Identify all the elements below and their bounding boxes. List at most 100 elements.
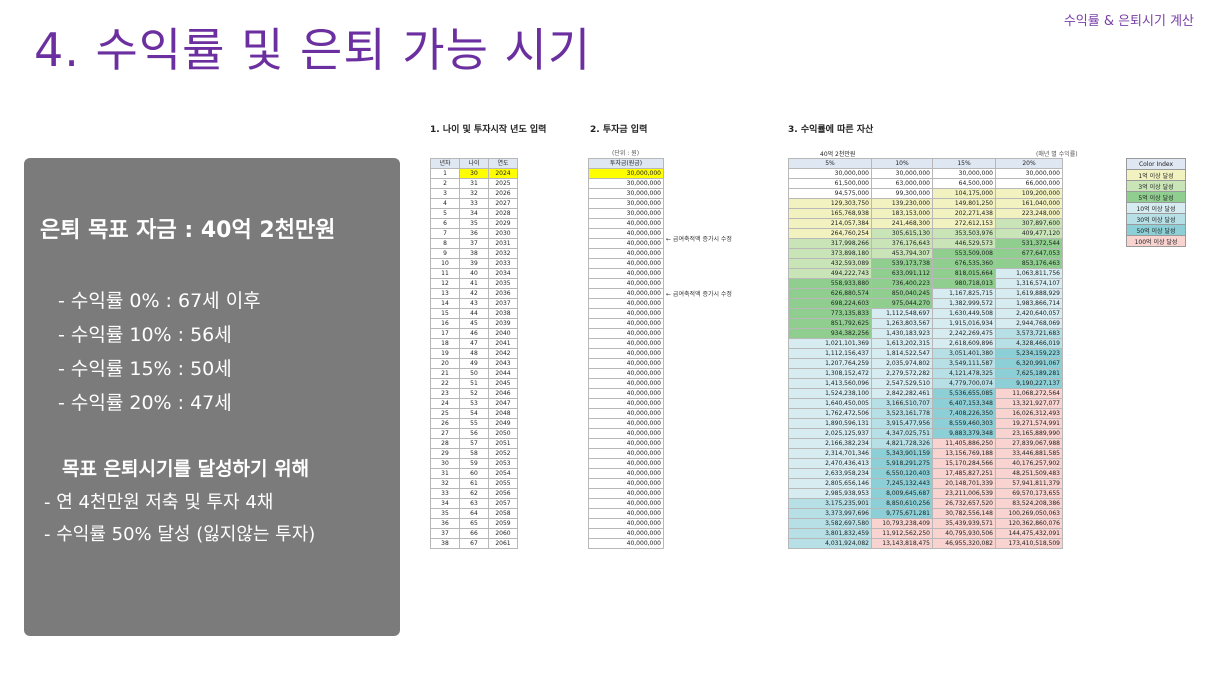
table-cell: 531,372,544 bbox=[995, 238, 1063, 249]
table-cell: 2050 bbox=[488, 428, 518, 439]
table-row: 1 30 2024 bbox=[430, 168, 518, 179]
table-cell: 40,000,000 bbox=[588, 338, 664, 349]
table-cell: 8 bbox=[430, 238, 460, 249]
table-cell: 40,000,000 bbox=[588, 378, 664, 389]
table-row: 558,933,880 736,400,223 980,718,013 1,316,5… bbox=[788, 278, 1063, 289]
table-cell: 2055 bbox=[488, 478, 518, 489]
table-row: 31 60 2054 bbox=[430, 468, 518, 479]
table-cell: 2,470,436,413 bbox=[788, 458, 872, 469]
table-cell: 18 bbox=[430, 338, 460, 349]
table-row: 40,000,000 bbox=[588, 458, 664, 469]
table-cell: 61,500,000 bbox=[788, 178, 872, 189]
table-cell: 63 bbox=[459, 498, 489, 509]
table-cell: 1,112,548,697 bbox=[871, 308, 933, 319]
table-cell: 16,026,312,493 bbox=[995, 408, 1063, 419]
table-cell: 1,413,560,096 bbox=[788, 378, 872, 389]
table-cell: 51 bbox=[459, 378, 489, 389]
table-cell: 40,000,000 bbox=[588, 298, 664, 309]
table-row: 1,021,101,369 1,613,202,315 2,618,609,896 4… bbox=[788, 338, 1063, 349]
table-cell: 34 bbox=[430, 498, 460, 509]
table-row: 9 38 2032 bbox=[430, 248, 518, 259]
table-cell: 26 bbox=[430, 418, 460, 429]
table-cell: 11 bbox=[430, 268, 460, 279]
table-row: 34 63 2057 bbox=[430, 498, 518, 509]
table-cell: 34 bbox=[459, 208, 489, 219]
table-cell: 4,821,728,326 bbox=[871, 438, 933, 449]
table-cell: 40,000,000 bbox=[588, 388, 664, 399]
table-row: 4 33 2027 bbox=[430, 198, 518, 209]
table-cell: 36 bbox=[430, 518, 460, 529]
table-cell: 35,439,939,571 bbox=[932, 518, 996, 529]
legend-row: 30억 이상 달성 bbox=[1126, 213, 1186, 225]
table-cell: 9,190,227,137 bbox=[995, 378, 1063, 389]
table-cell: 13,143,818,475 bbox=[871, 538, 933, 549]
table-row: 29 58 2052 bbox=[430, 448, 518, 459]
table-cell: 33 bbox=[459, 198, 489, 209]
table-cell: 2028 bbox=[488, 208, 518, 219]
table-cell: 139,230,000 bbox=[871, 198, 933, 209]
table-cell: 2051 bbox=[488, 438, 518, 449]
table-row: 165,768,938 183,153,000 202,271,438 223,248… bbox=[788, 208, 1063, 219]
table-row: 264,760,254 305,615,130 353,503,976 409,477… bbox=[788, 228, 1063, 239]
table-row: 3,175,235,901 8,850,610,256 26,732,657,520… bbox=[788, 498, 1063, 509]
table-cell: 3,373,997,696 bbox=[788, 508, 872, 519]
table-cell: 19,271,574,991 bbox=[995, 418, 1063, 429]
table-cell: 1,613,202,315 bbox=[871, 338, 933, 349]
table-cell: 2,633,958,234 bbox=[788, 468, 872, 479]
table-row: 934,382,256 1,430,183,923 2,242,269,475 3,5… bbox=[788, 328, 1063, 339]
table-cell: 30 bbox=[459, 168, 489, 179]
table-row: 2,805,656,146 7,245,132,443 20,148,701,339… bbox=[788, 478, 1063, 489]
table-cell: 4,328,466,019 bbox=[995, 338, 1063, 349]
table-cell: 4,031,924,082 bbox=[788, 538, 872, 549]
table-cell: 40 bbox=[459, 268, 489, 279]
table-cell: 202,271,438 bbox=[932, 208, 996, 219]
table-cell: 40,000,000 bbox=[588, 398, 664, 409]
table-cell: 25 bbox=[430, 408, 460, 419]
table-cell: 4,347,025,751 bbox=[871, 428, 933, 439]
age-table: 년차 나이 연도 1 30 2024 2 31 2025 3 32 2026 4 33 2027 5 34… bbox=[430, 158, 518, 549]
legend-row: 5억 이상 달성 bbox=[1126, 191, 1186, 203]
table-cell: 2031 bbox=[488, 238, 518, 249]
table-cell: 2,547,529,510 bbox=[871, 378, 933, 389]
table-cell: 2033 bbox=[488, 258, 518, 269]
table-row: 40,000,000 bbox=[588, 298, 664, 309]
table-cell: 5,536,655,085 bbox=[932, 388, 996, 399]
table-row: 40,000,000 bbox=[588, 428, 664, 439]
table-row: 3,582,697,580 10,793,238,409 35,439,939,57… bbox=[788, 518, 1063, 529]
table-cell: 736,400,223 bbox=[871, 278, 933, 289]
table-cell: 373,898,180 bbox=[788, 248, 872, 259]
table-cell: 6,407,153,348 bbox=[932, 398, 996, 409]
top-tag: 수익률 & 은퇴시기 계산 bbox=[1063, 14, 1194, 29]
table-cell: 2057 bbox=[488, 498, 518, 509]
table-cell: 241,468,300 bbox=[871, 218, 933, 229]
legend-item: 5억 이상 달성 bbox=[1126, 191, 1186, 203]
table-cell: 353,503,976 bbox=[932, 228, 996, 239]
table-cell: 2052 bbox=[488, 448, 518, 459]
table-cell: 432,593,089 bbox=[788, 258, 872, 269]
table-row: 1,640,450,005 3,166,510,707 6,407,153,348 1… bbox=[788, 398, 1063, 409]
table-cell: 66 bbox=[459, 528, 489, 539]
table-cell: 2060 bbox=[488, 528, 518, 539]
table-row: 40,000,000 bbox=[588, 368, 664, 379]
table-cell: 1,167,825,715 bbox=[932, 288, 996, 299]
table-cell: 67 bbox=[459, 538, 489, 549]
table-cell: 2,242,269,475 bbox=[932, 328, 996, 339]
table-row: 40,000,000 bbox=[588, 258, 664, 269]
table-cell: 64 bbox=[459, 508, 489, 519]
table-cell: 1 bbox=[430, 168, 460, 179]
table-cell: 20,148,701,339 bbox=[932, 478, 996, 489]
table-cell: 2 bbox=[430, 178, 460, 189]
table-row: 7 36 2030 bbox=[430, 228, 518, 239]
table-cell: 2027 bbox=[488, 198, 518, 209]
table-cell: 677,647,053 bbox=[995, 248, 1063, 259]
table-cell: 1,762,472,506 bbox=[788, 408, 872, 419]
table-cell: 15,170,284,566 bbox=[932, 458, 996, 469]
table-cell: 3,175,235,901 bbox=[788, 498, 872, 509]
table-cell: 2059 bbox=[488, 518, 518, 529]
table-cell: 40,000,000 bbox=[588, 498, 664, 509]
table-row: 5 34 2028 bbox=[430, 208, 518, 219]
table-cell: 109,200,000 bbox=[995, 188, 1063, 199]
table-row: 6 35 2029 bbox=[430, 218, 518, 229]
table-cell: 29 bbox=[430, 448, 460, 459]
table-row: 20 49 2043 bbox=[430, 358, 518, 369]
